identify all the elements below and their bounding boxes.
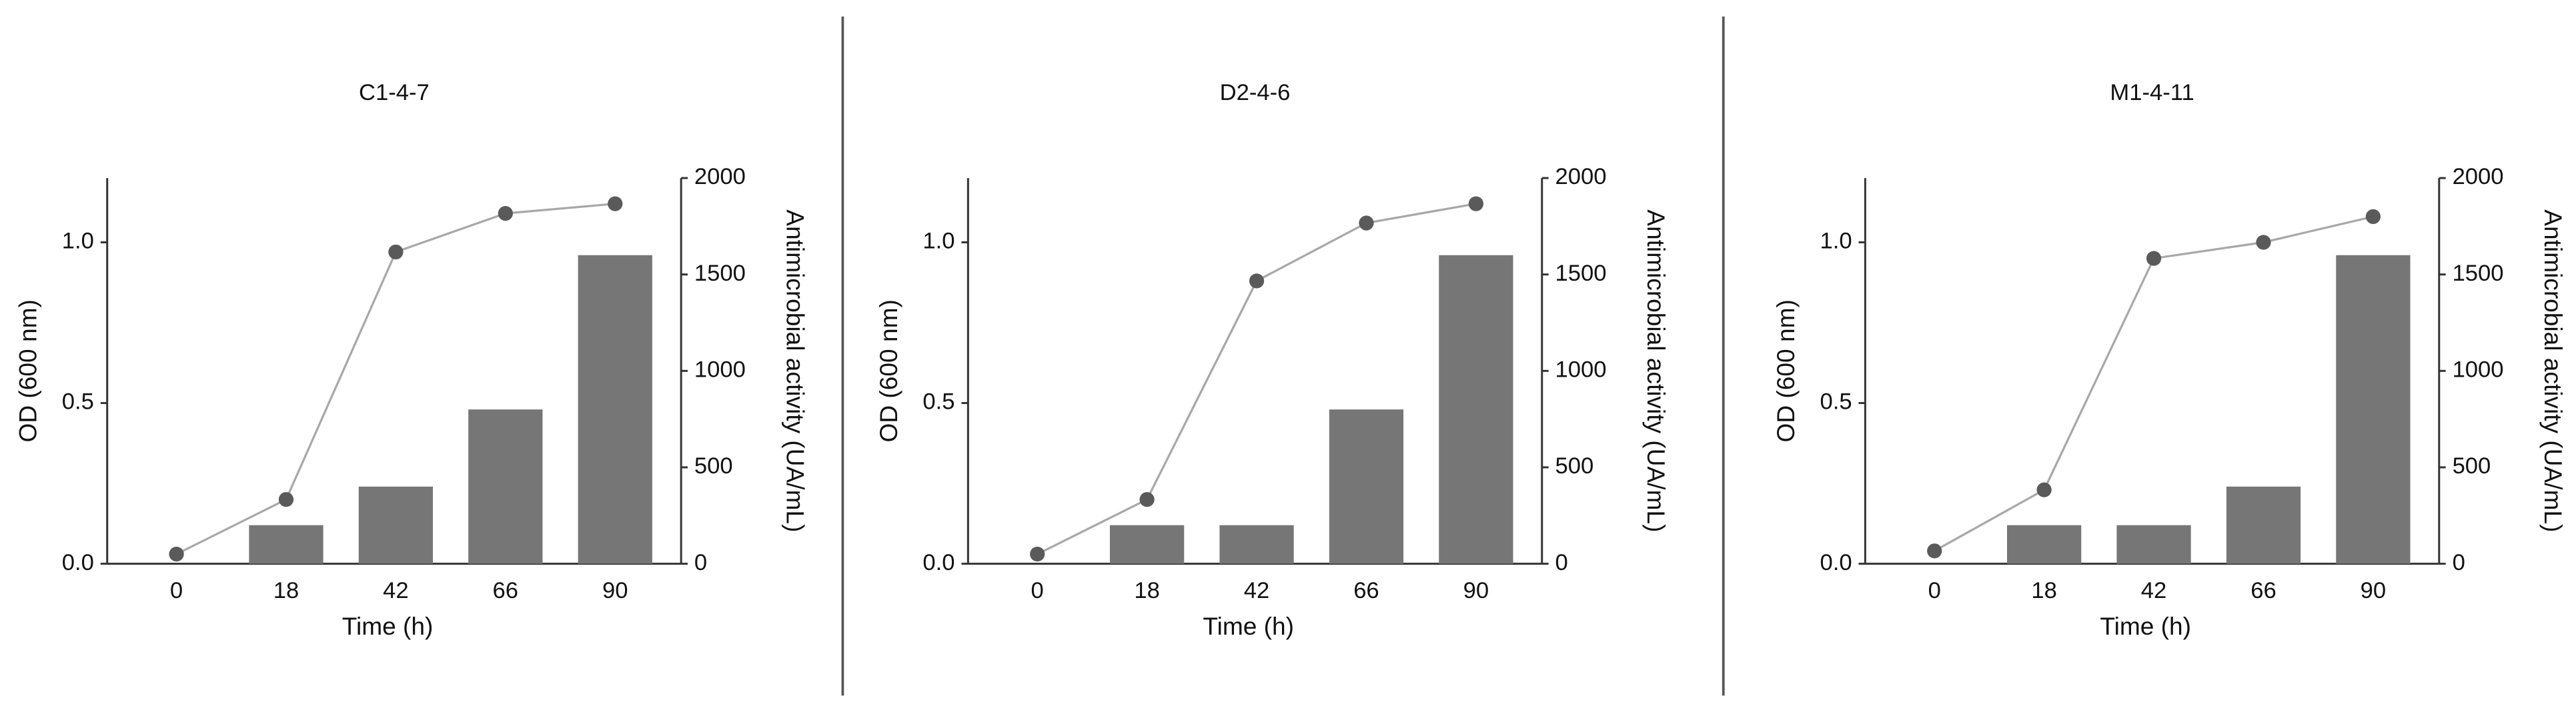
chart-title: M1-4-11 (2110, 80, 2194, 105)
x-axis-title: Time (h) (1203, 612, 1294, 640)
line-marker (278, 492, 294, 507)
y2-tick-label: 0 (1555, 550, 1568, 575)
x-tick-label: 90 (1463, 578, 1489, 603)
bar (2006, 525, 2082, 564)
y2-tick-label: 500 (694, 453, 733, 479)
y-axis-title: OD (600 nm) (874, 299, 902, 442)
line (1934, 215, 2374, 552)
bar (2116, 525, 2191, 564)
y2-tick-label: 1000 (1555, 357, 1607, 382)
y2-tick-label: 1500 (2453, 261, 2504, 286)
x-tick-label: 0 (1928, 578, 1941, 603)
x-tick-label: 66 (2250, 578, 2277, 603)
x-tick-label: 18 (273, 578, 299, 603)
y2-tick-label: 0 (694, 550, 707, 575)
bar (468, 409, 543, 564)
line-marker (1359, 215, 1374, 231)
y2-axis-title: Antimicrobial activity (UA/mL) (781, 209, 809, 532)
line-marker (1927, 543, 1942, 559)
line-marker (169, 547, 184, 562)
x-tick-label: 42 (2141, 578, 2166, 603)
bar (249, 525, 324, 564)
line-marker (1139, 492, 1155, 507)
y2-axis-title: Antimicrobial activity (UA/mL) (2539, 209, 2567, 532)
bar (2336, 255, 2411, 564)
x-tick-label: 90 (2361, 578, 2386, 603)
y2-tick-label: 2000 (2453, 164, 2504, 189)
chart-title: C1-4-7 (359, 80, 430, 105)
line-marker (608, 196, 623, 211)
x-tick-label: 90 (602, 578, 628, 603)
x-tick-label: 42 (1244, 578, 1270, 603)
line-marker (2036, 482, 2052, 497)
x-tick-label: 0 (170, 578, 183, 603)
bar (358, 486, 434, 564)
bar (1329, 409, 1404, 564)
y-tick-label: 0.0 (1820, 550, 1852, 575)
y-tick-label: 0.0 (62, 550, 94, 575)
x-axis-title: Time (h) (2100, 612, 2191, 640)
line-marker (1249, 273, 1265, 289)
line-marker (498, 205, 513, 221)
y2-tick-label: 0 (2453, 550, 2465, 575)
y2-tick-label: 1500 (694, 261, 746, 286)
y2-tick-label: 1000 (2453, 357, 2504, 382)
y2-tick-label: 2000 (694, 164, 746, 189)
bar (1109, 525, 1185, 564)
line-marker (388, 244, 404, 260)
y2-tick-label: 1000 (694, 357, 746, 382)
y-tick-label: 0.5 (922, 389, 954, 415)
y2-tick-label: 500 (2453, 453, 2491, 479)
line (1037, 203, 1477, 555)
line-marker (2365, 209, 2381, 225)
x-axis-title: Time (h) (342, 612, 434, 640)
line-marker (2146, 251, 2162, 266)
bar (1439, 255, 1513, 564)
y-tick-label: 1.0 (922, 229, 954, 254)
x-tick-label: 42 (383, 578, 408, 603)
bar (1219, 525, 1294, 564)
y2-tick-label: 1500 (1555, 261, 1607, 286)
x-tick-label: 0 (1031, 578, 1044, 603)
y-axis-title: OD (600 nm) (1772, 299, 1800, 442)
y-tick-label: 0.5 (1820, 389, 1852, 415)
y2-tick-label: 2000 (1555, 164, 1607, 189)
y-tick-label: 1.0 (62, 229, 94, 254)
chart-title: D2-4-6 (1220, 80, 1291, 105)
y-tick-label: 1.0 (1820, 229, 1852, 254)
x-tick-label: 66 (1353, 578, 1379, 603)
bar (578, 255, 652, 564)
line-marker (1030, 547, 1045, 562)
x-tick-label: 18 (1134, 578, 1160, 603)
y-axis-title: OD (600 nm) (13, 299, 41, 442)
y-tick-label: 0.5 (62, 389, 94, 415)
bar (2226, 486, 2301, 564)
y2-axis-title: Antimicrobial activity (UA/mL) (1642, 209, 1670, 532)
x-tick-label: 66 (493, 578, 519, 603)
line-marker (2256, 235, 2271, 250)
y-tick-label: 0.0 (922, 550, 954, 575)
y2-tick-label: 500 (1555, 453, 1594, 479)
line-marker (1468, 196, 1483, 211)
x-tick-label: 18 (2031, 578, 2057, 603)
